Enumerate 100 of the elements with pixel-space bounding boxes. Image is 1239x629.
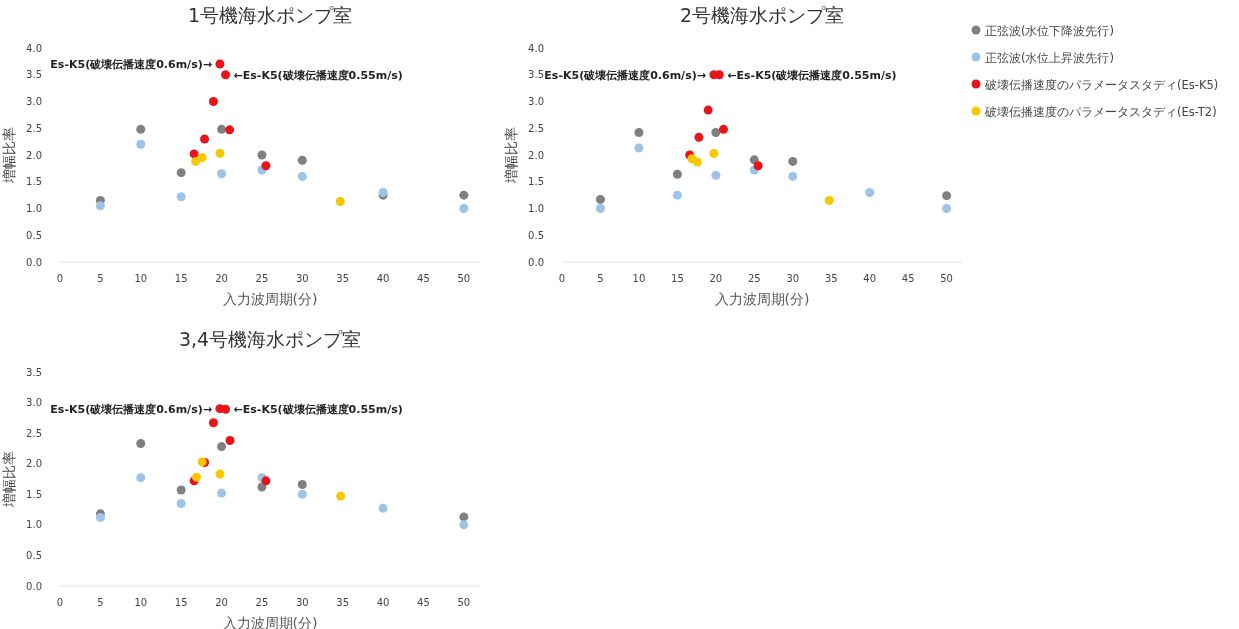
x-tick-label: 35 <box>824 273 838 284</box>
y-tick-label: 3.0 <box>528 96 544 107</box>
x-tick-label: 5 <box>97 597 104 608</box>
y-tick-label: 1.5 <box>26 488 42 500</box>
point <box>261 476 271 486</box>
point <box>753 161 763 171</box>
y-tick-label: 3.0 <box>26 96 42 107</box>
y-tick-label: 3.5 <box>528 69 544 81</box>
y-tick-label: 1.0 <box>26 203 42 214</box>
point <box>191 156 201 166</box>
point <box>297 489 307 499</box>
x-axis-title: 入力波周期(分) <box>222 291 318 307</box>
point <box>634 143 644 153</box>
x-tick-label: 25 <box>255 597 269 608</box>
y-tick-label: 0.5 <box>26 549 42 561</box>
point <box>215 469 225 479</box>
x-tick-label: 45 <box>417 273 430 284</box>
legend-label: 正弦波(水位下降波先行) <box>985 23 1114 38</box>
point <box>197 153 207 163</box>
y-tick-label: 2.0 <box>26 458 42 470</box>
y-tick-label: 0.5 <box>528 229 544 241</box>
x-tick-label: 40 <box>863 273 877 284</box>
point <box>176 168 186 178</box>
x-tick-label: 45 <box>901 273 915 284</box>
annotation: Es-K5(破壊伝播速度0.6m/s)→ <box>544 68 706 82</box>
point <box>595 194 605 204</box>
point <box>136 439 146 449</box>
legend-label: 破壊伝播速度のパラメータスタディ(Es-K5) <box>984 77 1219 92</box>
point <box>217 488 227 498</box>
annotation: Es-K5(破壊伝播速度0.6m/s)→ <box>50 58 212 72</box>
y-tick-label: 3.0 <box>26 397 42 409</box>
point <box>136 124 146 134</box>
x-tick-label: 35 <box>336 273 350 284</box>
x-tick-label: 15 <box>671 273 684 284</box>
point <box>217 442 227 452</box>
point <box>215 59 225 69</box>
x-tick-label: 10 <box>632 273 646 284</box>
point <box>208 418 218 428</box>
x-tick-label: 50 <box>940 273 953 284</box>
chart-title: 3,4号機海水ポンプ室 <box>178 328 362 350</box>
point <box>634 128 644 138</box>
y-tick-label: 0.5 <box>26 229 42 241</box>
point <box>459 512 469 522</box>
y-tick-label: 1.0 <box>26 519 42 531</box>
x-tick-label: 25 <box>255 273 269 284</box>
point <box>217 124 227 134</box>
point <box>217 169 227 179</box>
y-tick-label: 1.0 <box>528 203 544 214</box>
point <box>692 157 702 167</box>
x-tick-label: 0 <box>558 273 566 284</box>
point <box>225 435 235 445</box>
point <box>176 192 186 202</box>
x-tick-label: 40 <box>376 273 390 284</box>
y-tick-label: 3.5 <box>26 69 42 81</box>
x-tick-label: 20 <box>709 273 723 284</box>
legend-label: 正弦波(水位上昇波先行) <box>985 50 1114 65</box>
x-tick-label: 0 <box>56 597 64 608</box>
annotation: ←Es-K5(破壊伝播速度0.55m/s) <box>233 68 403 82</box>
point <box>95 201 105 211</box>
y-tick-label: 1.5 <box>26 176 42 188</box>
point <box>215 148 225 158</box>
point <box>694 132 704 142</box>
point <box>788 156 798 166</box>
x-tick-label: 45 <box>417 597 430 608</box>
point <box>225 125 235 135</box>
point <box>208 97 218 106</box>
x-tick-label: 50 <box>457 597 471 608</box>
x-tick-label: 15 <box>174 273 188 284</box>
y-tick-label: 4.0 <box>26 42 42 54</box>
x-tick-label: 50 <box>457 273 471 284</box>
y-tick-label: 0.0 <box>26 256 42 268</box>
x-tick-label: 35 <box>336 597 350 608</box>
y-tick-label: 4.0 <box>528 42 544 54</box>
x-axis-title: 入力波周期(分) <box>714 291 810 307</box>
y-axis-title: 増幅比率 <box>1 451 17 508</box>
annotation: Es-K5(破壊伝播速度0.6m/s)→ <box>50 402 212 416</box>
x-tick-label: 5 <box>97 273 104 284</box>
point <box>221 404 231 414</box>
point <box>336 491 346 501</box>
legend-label: 破壊伝播速度のパラメータスタディ(Es-T2) <box>984 104 1217 119</box>
annotation: ←Es-K5(破壊伝播速度0.55m/s) <box>233 403 403 417</box>
y-tick-label: 1.5 <box>528 176 544 188</box>
x-tick-label: 5 <box>597 273 604 284</box>
point <box>459 204 469 213</box>
point <box>192 472 201 482</box>
y-tick-label: 2.5 <box>528 122 544 134</box>
point <box>703 105 713 115</box>
point <box>709 148 719 158</box>
annotation: ←Es-K5(破壊伝播速度0.55m/s) <box>727 68 897 82</box>
y-tick-label: 2.0 <box>528 149 544 161</box>
point <box>297 155 307 165</box>
x-tick-label: 30 <box>295 597 309 608</box>
point <box>176 485 186 495</box>
point <box>335 197 345 207</box>
point <box>719 124 729 134</box>
x-tick-label: 30 <box>295 273 309 284</box>
point <box>459 190 469 200</box>
point <box>297 171 307 181</box>
point <box>711 128 721 138</box>
y-tick-label: 3.5 <box>26 366 42 378</box>
